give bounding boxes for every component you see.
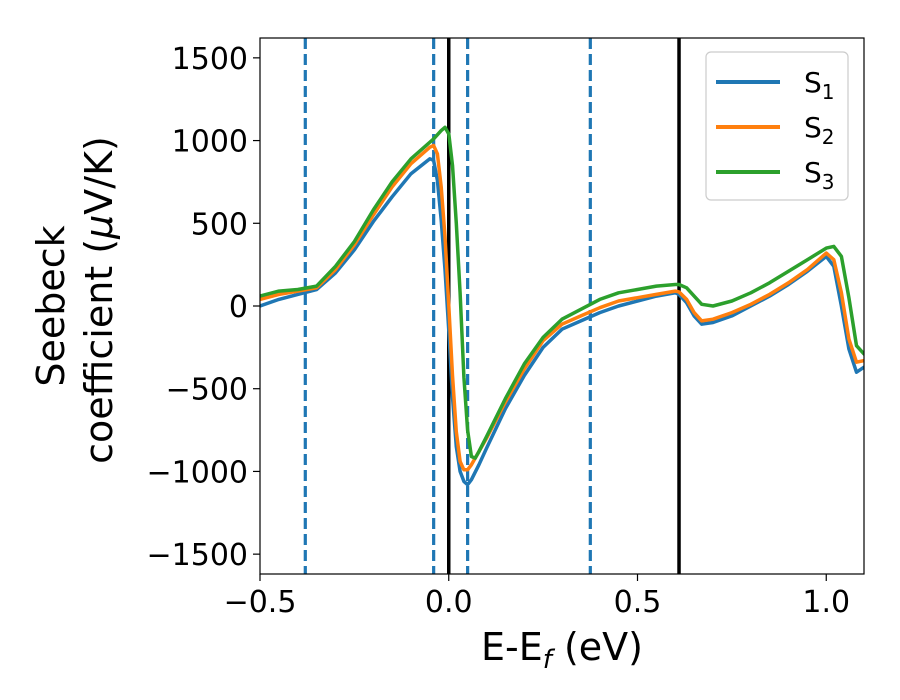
legend-label-S3: S3: [804, 156, 835, 194]
x-tick-label: 0.0: [425, 585, 473, 620]
x-axis: −0.5 0.0 0.5 1.0: [224, 574, 850, 620]
y-tick-label: −500: [166, 373, 248, 408]
x-tick-label: −0.5: [224, 585, 297, 620]
series-line-S2: [260, 143, 864, 472]
y-axis-title-mu: μ: [77, 215, 121, 240]
y-axis-title: Seebeck coefficient (μV/K): [29, 136, 121, 464]
y-tick-label: −1000: [147, 455, 248, 490]
series-lines: [260, 125, 864, 487]
y-tick-label: 0: [229, 290, 248, 325]
x-axis-title-main: E-E: [481, 625, 543, 669]
legend: S1 S2 S3: [705, 51, 849, 201]
x-tick-label: 1.0: [802, 585, 850, 620]
y-tick-label: 500: [191, 207, 248, 242]
reference-lines: [303, 38, 681, 574]
y-tick-label: 1500: [172, 42, 248, 77]
y-axis-title-line1: Seebeck: [29, 225, 73, 386]
x-tick-label: 0.5: [614, 585, 662, 620]
y-axis-title-line2-text: coefficient (: [77, 239, 121, 464]
legend-label-S2: S2: [804, 111, 835, 149]
series-line-S3: [260, 125, 864, 460]
x-axis-title: E-Ef (eV): [481, 625, 643, 675]
y-tick-label: 1000: [172, 125, 248, 160]
x-axis-title-unit: (eV): [552, 625, 643, 669]
y-axis-title-line2: coefficient (μV/K): [77, 136, 121, 464]
y-axis-title-unit: V/K): [77, 136, 121, 215]
legend-label-S1: S1: [804, 66, 835, 104]
y-axis: 1500 1000 500 0 −500 −1000 −1500: [147, 42, 260, 573]
y-tick-label: −1500: [147, 538, 248, 573]
